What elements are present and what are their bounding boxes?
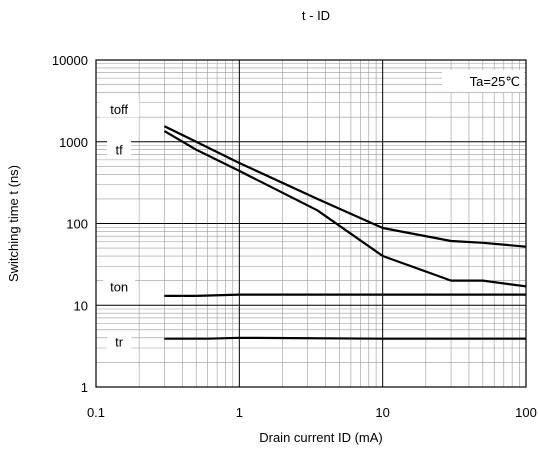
y-tick-label: 1 bbox=[81, 380, 88, 395]
x-tick-label: 0.1 bbox=[87, 405, 105, 420]
series-line-toff bbox=[163, 125, 527, 248]
y-tick-label: 1000 bbox=[59, 135, 88, 150]
chart-title: t - ID bbox=[302, 8, 330, 23]
annotation-background bbox=[442, 70, 524, 92]
series-label-ton: ton bbox=[110, 279, 128, 294]
tick-labels: 0.1 1 10 100 1 10 100 1000 10000 bbox=[52, 53, 537, 420]
series-line-tr bbox=[164, 336, 526, 340]
series-label-tr: tr bbox=[115, 335, 124, 350]
series-label-toff: toff bbox=[110, 102, 128, 117]
series-line-ton bbox=[164, 293, 526, 297]
x-tick-label: 10 bbox=[375, 405, 389, 420]
series-line-tf bbox=[163, 130, 527, 288]
series-label-background bbox=[107, 332, 132, 350]
y-tick-label: 10 bbox=[74, 298, 88, 313]
series-labels: toff tf ton tr bbox=[99, 100, 140, 350]
series-label-background bbox=[103, 277, 136, 295]
y-tick-label: 100 bbox=[66, 217, 88, 232]
x-tick-label: 100 bbox=[515, 405, 537, 420]
temperature-annotation: Ta=25℃ bbox=[470, 74, 520, 89]
series-label-background bbox=[107, 140, 132, 158]
y-tick-label: 10000 bbox=[52, 53, 88, 68]
x-axis-label: Drain current ID (mA) bbox=[259, 430, 383, 445]
plot-frame bbox=[95, 59, 527, 388]
y-axis-label: Switching time t (ns) bbox=[6, 165, 21, 282]
series-label-background bbox=[99, 100, 140, 118]
series-lines bbox=[163, 125, 527, 340]
x-tick-label: 1 bbox=[236, 405, 243, 420]
series-label-tf: tf bbox=[116, 143, 124, 158]
